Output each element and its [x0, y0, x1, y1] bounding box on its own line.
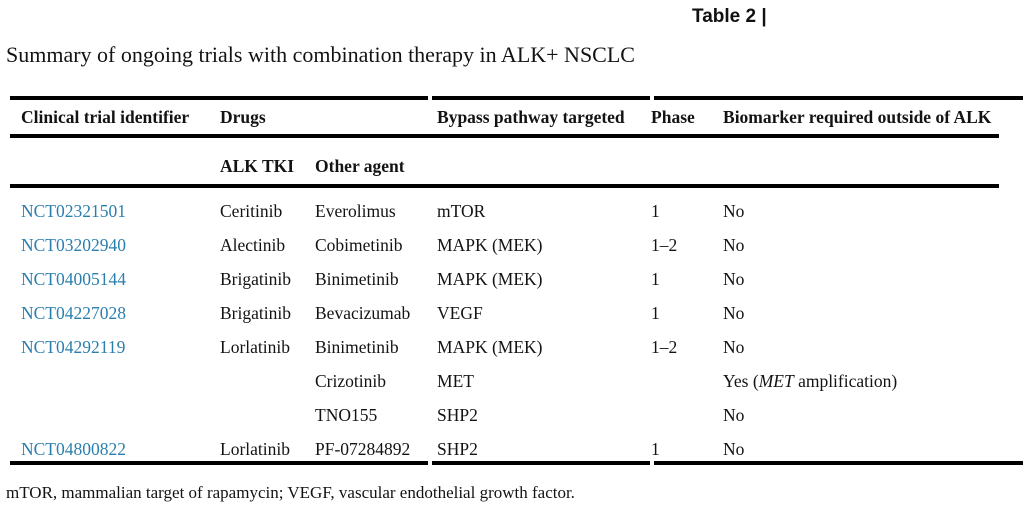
phase-cell: 1 [651, 439, 660, 459]
phase-cell: 1–2 [651, 337, 678, 357]
biomarker-cell: No [723, 324, 1012, 358]
pathway-cell: SHP2 [437, 405, 478, 425]
subcolumn-header-other-agent: Other agent [315, 155, 405, 176]
biomarker-text: No [723, 405, 745, 425]
table-bottom-rule [10, 461, 1023, 465]
table-row: NCT04292119 Lorlatinib Binimetinib MAPK (ME… [10, 324, 1012, 358]
pathway-cell: VEGF [437, 303, 483, 323]
alk-tki-cell: Brigatinib [220, 303, 291, 323]
other-agent-cell: Crizotinib [315, 371, 386, 391]
pathway-cell: MAPK (MEK) [437, 269, 543, 289]
table-row: NCT02321501 Ceritinib Everolimus mTOR 1 No [10, 188, 1012, 222]
biomarker-text: No [723, 439, 745, 459]
trial-id-cell [10, 358, 220, 392]
trial-link[interactable]: NCT04292119 [21, 337, 126, 357]
column-header-trial: Clinical trial identifier [21, 106, 190, 127]
subcolumn-header-alk-tki: ALK TKI [220, 155, 295, 176]
phase-cell [651, 358, 723, 392]
alk-tki-cell: Lorlatinib [220, 337, 290, 357]
alk-tki-cell: Alectinib [220, 235, 286, 255]
table-subheader-row: ALK TKI Other agent [10, 134, 1012, 188]
biomarker-text: No [723, 235, 745, 255]
alk-tki-cell: Ceritinib [220, 201, 283, 221]
pathway-cell: mTOR [437, 201, 486, 221]
column-header-pathway: Bypass pathway targeted [437, 106, 625, 127]
trial-link[interactable]: NCT04227028 [21, 303, 126, 323]
other-agent-cell: Binimetinib [315, 269, 399, 289]
column-header-drugs: Drugs [220, 106, 266, 127]
biomarker-text: No [723, 269, 745, 289]
table-top-rule [10, 96, 1023, 100]
biomarker-cell: No [723, 188, 1012, 222]
other-agent-cell: PF-07284892 [315, 439, 411, 459]
trial-id-cell: NCT04005144 [10, 256, 220, 290]
biomarker-cell: No [723, 426, 1012, 460]
trial-id-cell [10, 392, 220, 426]
table-footnote: mTOR, mammalian target of rapamycin; VEG… [6, 483, 575, 502]
table-title: Summary of ongoing trials with combinati… [6, 42, 635, 67]
biomarker-text: amplification) [793, 371, 898, 391]
trial-link[interactable]: NCT02321501 [21, 201, 126, 221]
pathway-cell: MET [437, 371, 474, 391]
other-agent-cell: Binimetinib [315, 337, 399, 357]
biomarker-text: No [723, 337, 745, 357]
alk-tki-cell: Lorlatinib [220, 439, 290, 459]
phase-cell [651, 392, 723, 426]
header-divider-rule [10, 134, 999, 138]
biomarker-gene-italic: MET [758, 371, 794, 391]
subheader-divider-rule [10, 184, 999, 188]
pathway-cell: MAPK (MEK) [437, 235, 543, 255]
table-row: TNO155 SHP2 No [10, 392, 1012, 426]
alk-tki-cell [220, 358, 315, 392]
table-header-row: Clinical trial identifier Drugs Bypass p… [10, 100, 1012, 134]
table-number-label: Table 2 | [692, 6, 767, 27]
trial-id-cell: NCT04292119 [10, 324, 220, 358]
biomarker-text: No [723, 201, 745, 221]
table-row: NCT04227028 Brigatinib Bevacizumab VEGF 1 No [10, 290, 1012, 324]
trial-id-cell: NCT04800822 [10, 426, 220, 460]
trial-id-cell: NCT03202940 [10, 222, 220, 256]
phase-cell: 1–2 [651, 235, 678, 255]
biomarker-cell: No [723, 256, 1012, 290]
biomarker-cell: No [723, 392, 1012, 426]
alk-tki-cell [220, 392, 315, 426]
trial-id-cell: NCT04227028 [10, 290, 220, 324]
pathway-cell: MAPK (MEK) [437, 337, 543, 357]
phase-cell: 1 [651, 303, 660, 323]
table-row: NCT03202940 Alectinib Cobimetinib MAPK (MEK… [10, 222, 1012, 256]
column-header-phase: Phase [651, 106, 695, 127]
other-agent-cell: Bevacizumab [315, 303, 411, 323]
phase-cell: 1 [651, 269, 660, 289]
table-row: NCT04800822 Lorlatinib PF-07284892 SHP2 1 No [10, 426, 1012, 460]
trial-link[interactable]: NCT04800822 [21, 439, 126, 459]
other-agent-cell: Everolimus [315, 201, 396, 221]
biomarker-cell: No [723, 222, 1012, 256]
biomarker-text: Yes ( [723, 371, 759, 391]
phase-cell: 1 [651, 201, 660, 221]
alk-tki-cell: Brigatinib [220, 269, 291, 289]
trial-id-cell: NCT02321501 [10, 188, 220, 222]
table-row: Crizotinib MET Yes (MET amplification) [10, 358, 1012, 392]
pathway-cell: SHP2 [437, 439, 478, 459]
trials-table: Clinical trial identifier Drugs Bypass p… [10, 100, 1012, 460]
biomarker-text: No [723, 303, 745, 323]
other-agent-cell: Cobimetinib [315, 235, 403, 255]
trial-link[interactable]: NCT04005144 [21, 269, 126, 289]
other-agent-cell: TNO155 [315, 405, 378, 425]
table-body: NCT02321501 Ceritinib Everolimus mTOR 1 No NCT… [10, 188, 1012, 460]
column-header-biomarker: Biomarker required outside of ALK [723, 106, 992, 127]
biomarker-cell: No [723, 290, 1012, 324]
trial-link[interactable]: NCT03202940 [21, 235, 126, 255]
biomarker-cell: Yes (MET amplification) [723, 358, 1012, 392]
table-row: NCT04005144 Brigatinib Binimetinib MAPK (ME… [10, 256, 1012, 290]
